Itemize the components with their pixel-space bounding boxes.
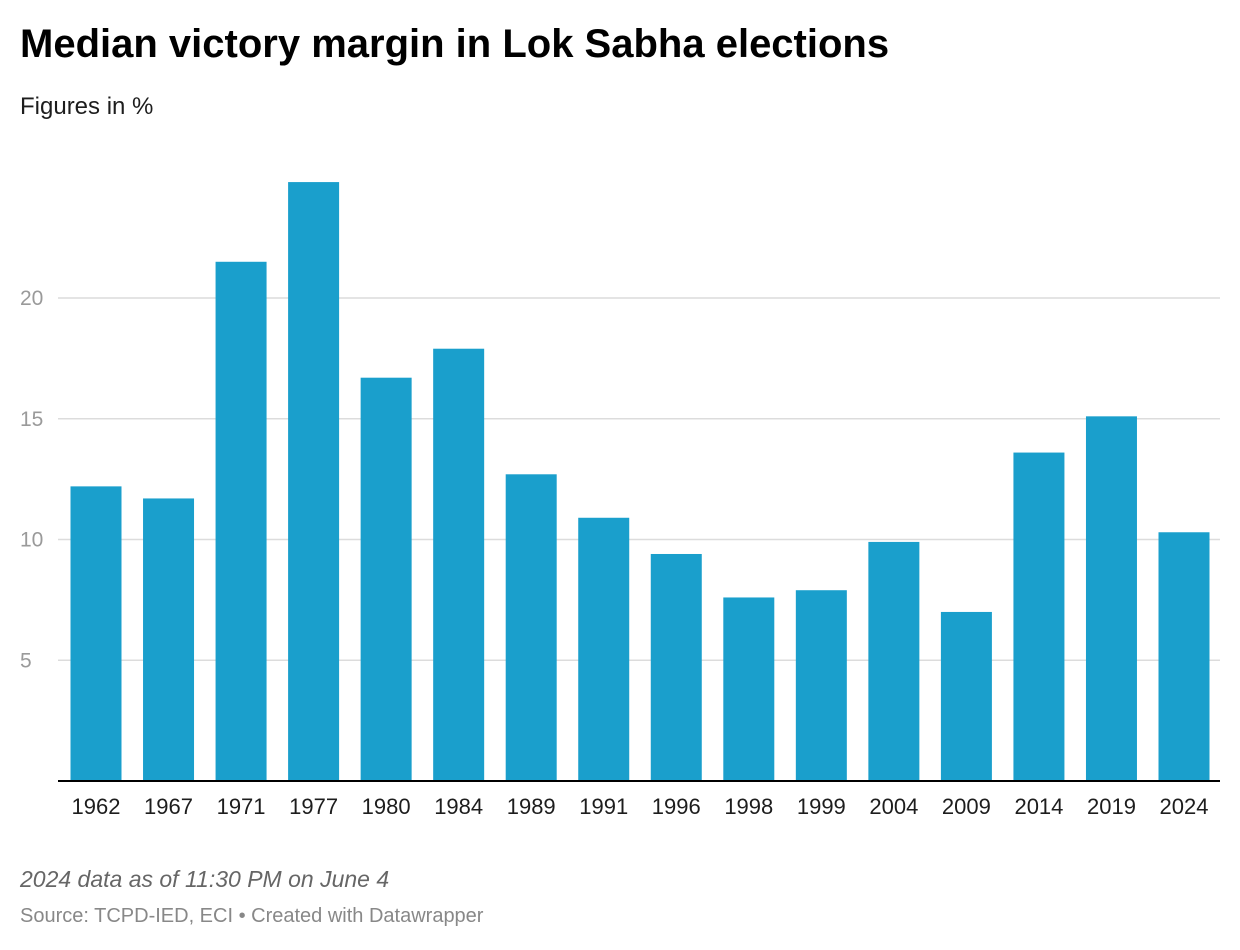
- bar-1996: [650, 553, 702, 781]
- x-tick-label: 1980: [362, 794, 411, 819]
- bar-1967: [143, 498, 195, 781]
- chart-subtitle: Figures in %: [20, 93, 154, 120]
- y-tick-label: 15: [20, 408, 43, 431]
- bar-1984: [433, 348, 485, 781]
- x-tick-label: 2004: [869, 794, 918, 819]
- bar-2019: [1085, 416, 1137, 781]
- bar-2024: [1158, 532, 1210, 781]
- y-tick-label: 5: [20, 649, 32, 672]
- x-tick-label: 2024: [1160, 794, 1209, 819]
- x-tick-label: 1962: [72, 794, 121, 819]
- bar-1991: [578, 517, 630, 781]
- bar-1989: [505, 474, 557, 781]
- x-tick-label: 1989: [507, 794, 556, 819]
- bar-1999: [795, 590, 847, 781]
- bar-2014: [1013, 452, 1065, 781]
- x-tick-label: 1991: [579, 794, 628, 819]
- bar-1977: [288, 182, 340, 781]
- x-tick-label: 2014: [1014, 794, 1063, 819]
- source-credit: Source: TCPD-IED, ECI • Created with Dat…: [20, 905, 484, 927]
- x-tick-label: 2019: [1087, 794, 1136, 819]
- y-tick-label: 10: [20, 529, 43, 552]
- x-tick-label: 1971: [217, 794, 266, 819]
- x-tick-label: 2009: [942, 794, 991, 819]
- bar-1962: [70, 486, 122, 781]
- bar-1971: [215, 261, 267, 781]
- chart-title: Median victory margin in Lok Sabha elect…: [20, 22, 890, 66]
- x-tick-label: 1984: [434, 794, 483, 819]
- x-tick-label: 1967: [144, 794, 193, 819]
- bar-2004: [868, 541, 920, 781]
- x-tick-label: 1999: [797, 794, 846, 819]
- bar-2009: [940, 611, 992, 781]
- bar-1980: [360, 377, 412, 781]
- y-tick-label: 20: [20, 287, 43, 310]
- x-tick-label: 1977: [289, 794, 338, 819]
- x-tick-label: 1998: [724, 794, 773, 819]
- bar-1998: [723, 597, 775, 781]
- data-note: 2024 data as of 11:30 PM on June 4: [20, 866, 390, 892]
- x-tick-label: 1996: [652, 794, 701, 819]
